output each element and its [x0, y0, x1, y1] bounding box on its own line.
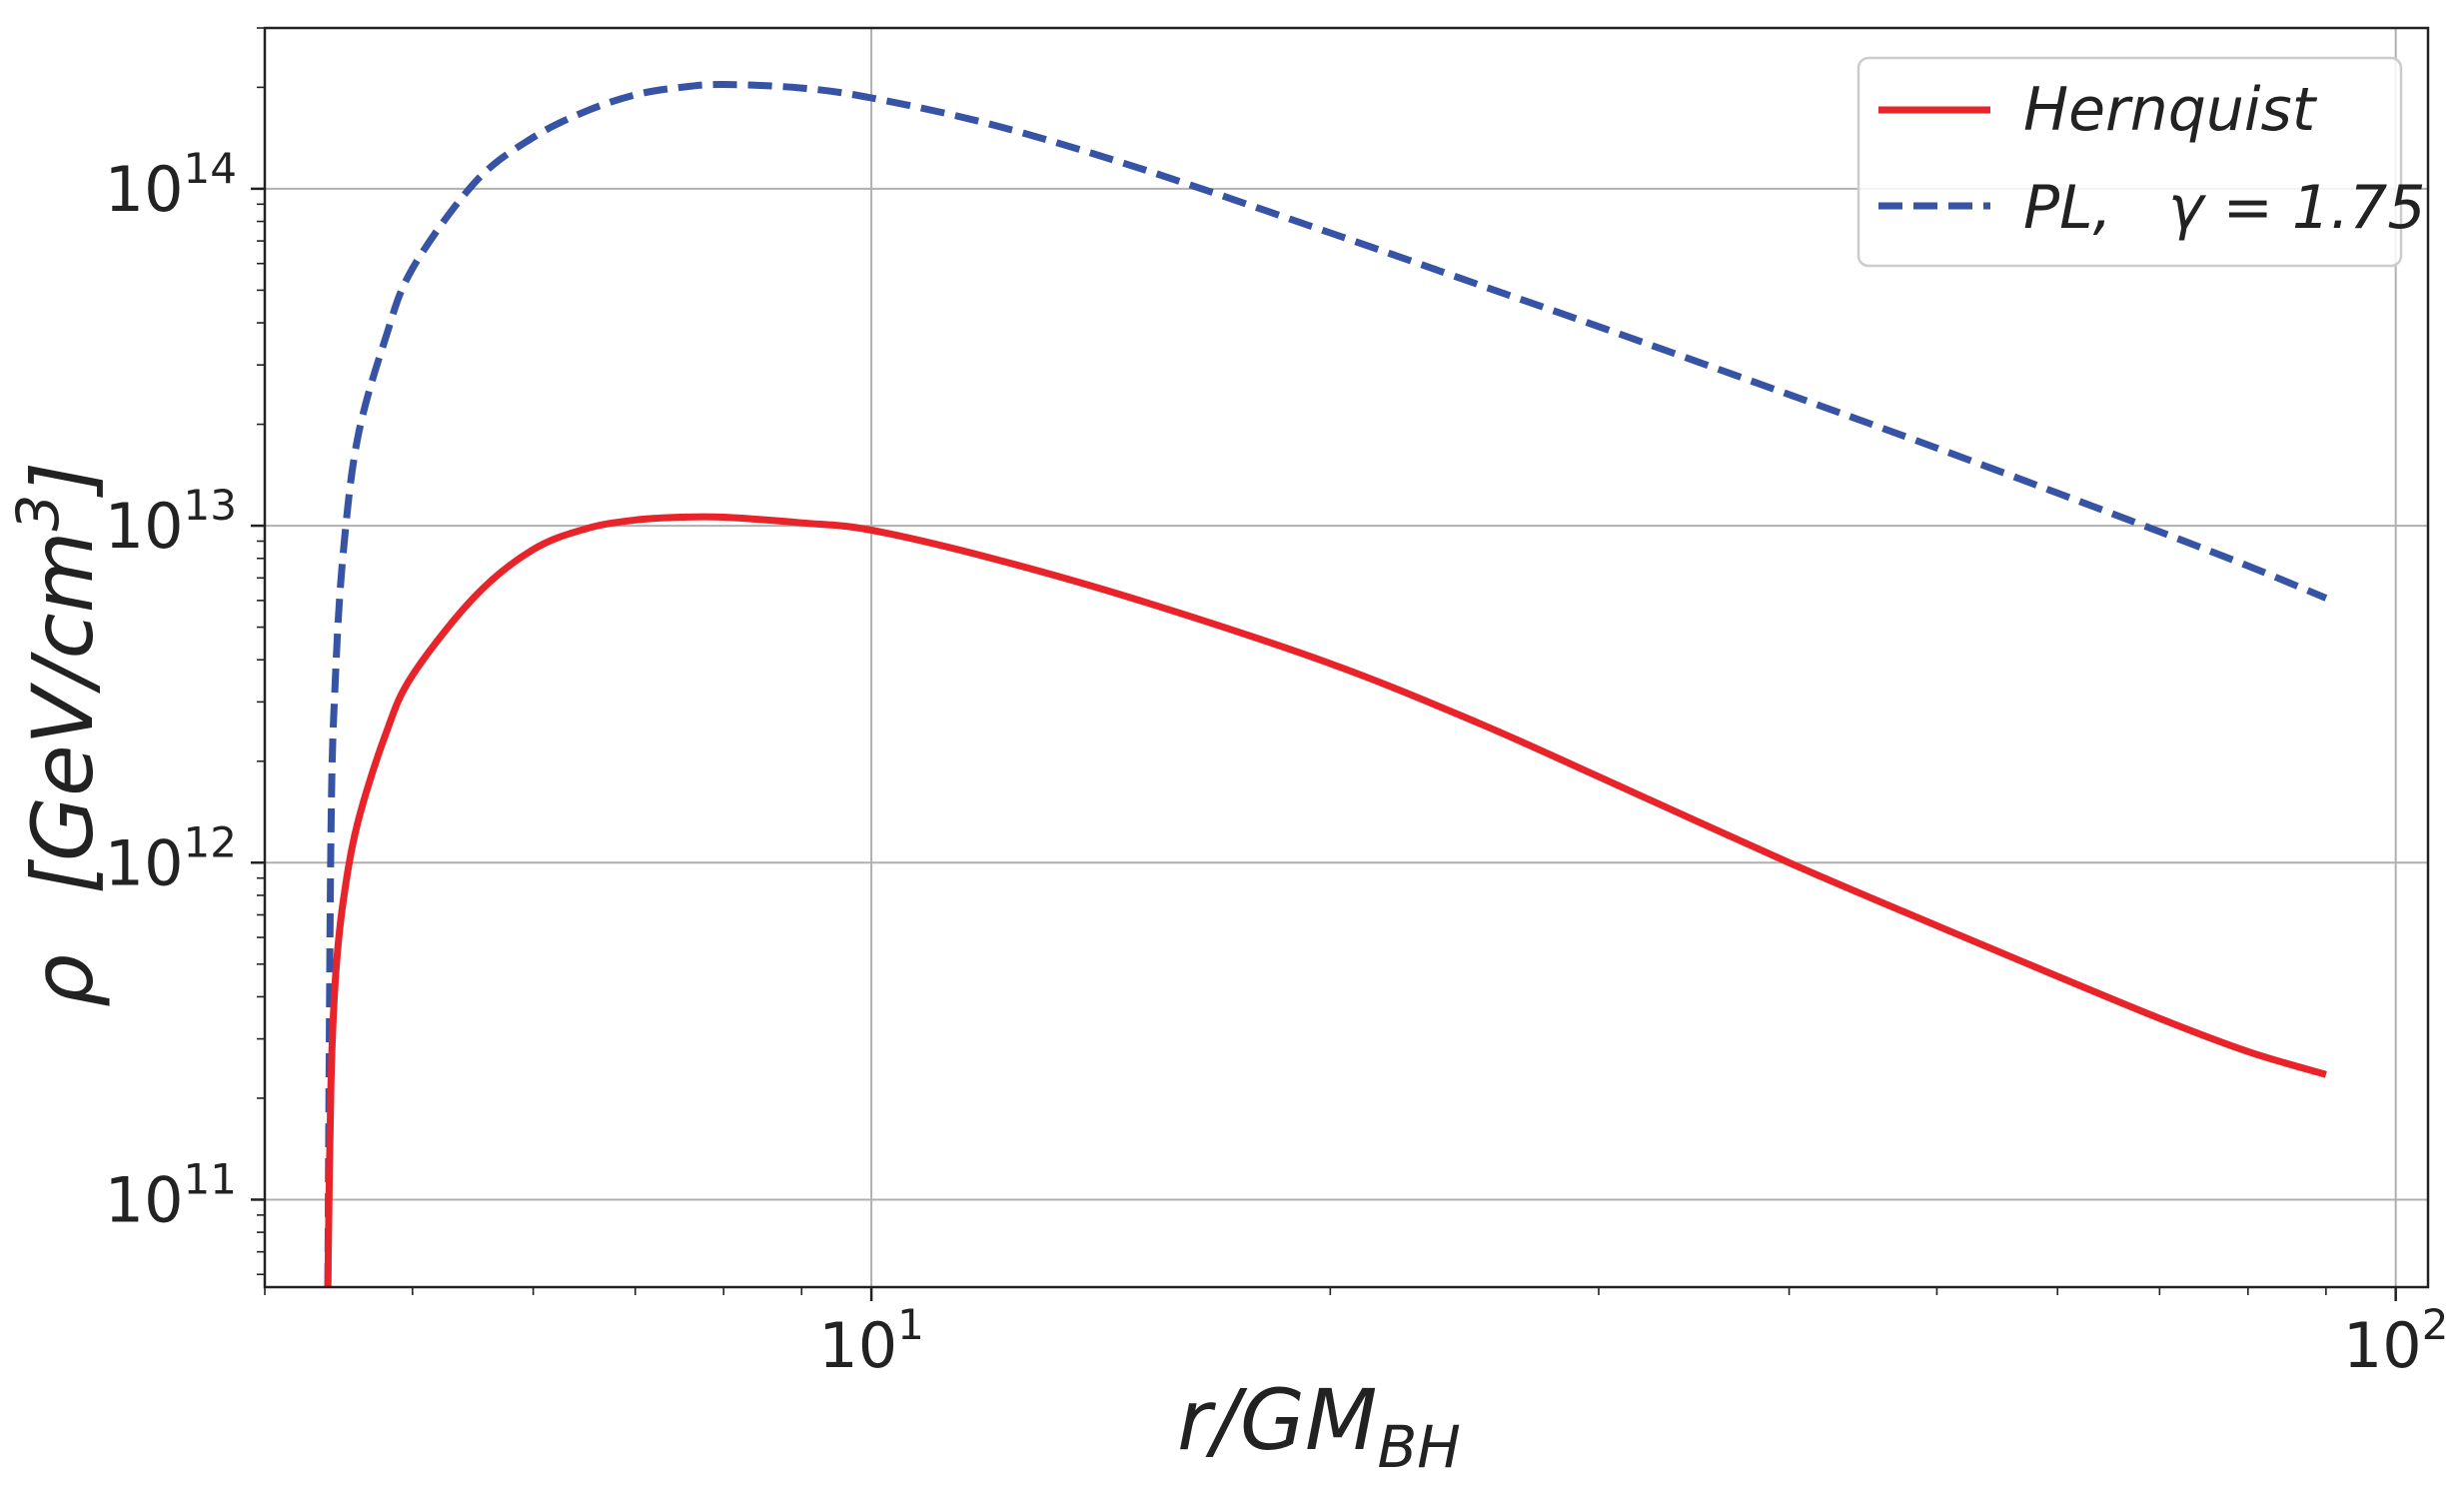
legend-label-hernquist: Hernquist — [2023, 75, 2318, 145]
y-axis-ticks: 1011 1012 1013 1014 — [105, 27, 265, 1276]
legend-label-pl: PL, γ = 1.75 — [2023, 173, 2426, 243]
series-lines — [324, 80, 2328, 1288]
y-tick-label: 1014 — [105, 144, 237, 226]
y-tick-label: 1012 — [105, 817, 237, 899]
x-tick-label: 101 — [818, 1300, 924, 1382]
series-line-hernquist — [324, 513, 2327, 1288]
plot-frame — [263, 26, 2430, 1289]
y-tick-label: 1011 — [105, 1154, 237, 1236]
y-axis-label: ρ[GeV/cm3] — [4, 462, 112, 1007]
series-line-pl — [324, 80, 2328, 1288]
x-axis-ticks: 101 102 — [264, 1287, 2449, 1382]
x-axis-label: r/GMBH — [1177, 1371, 1461, 1481]
y-tick-label: 1013 — [105, 481, 237, 563]
legend: Hernquist PL, γ = 1.75 — [1856, 56, 2426, 268]
legend-box — [1856, 56, 2403, 268]
x-tick-label: 102 — [2343, 1300, 2449, 1382]
